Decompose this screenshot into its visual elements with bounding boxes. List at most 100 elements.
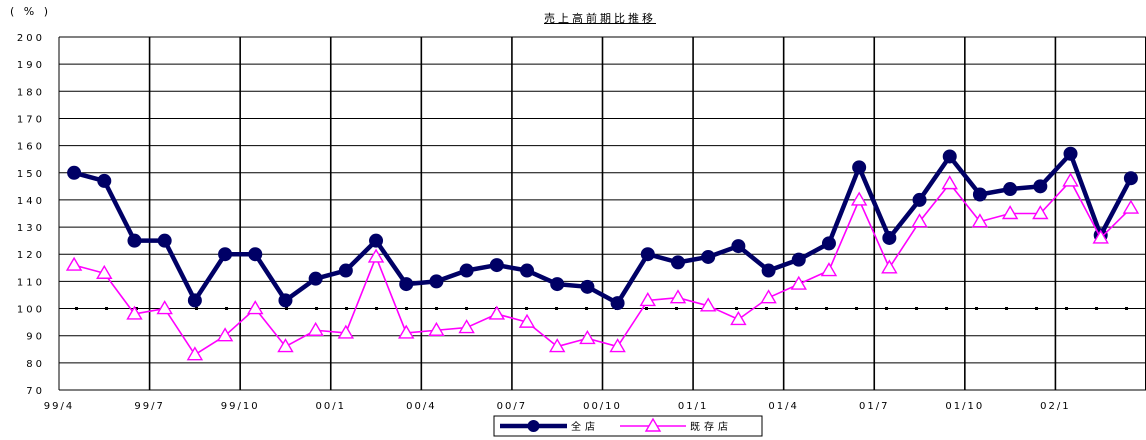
data-point (126, 305, 143, 320)
data-point (216, 327, 234, 342)
data-point (247, 300, 264, 315)
data-point (821, 236, 836, 251)
y-tick-label: 190 (17, 60, 45, 71)
data-point (761, 263, 776, 278)
x-tick-label: 02/1 (1040, 401, 1070, 412)
data-point (730, 311, 747, 326)
data-point (157, 233, 172, 248)
data-point (609, 338, 626, 353)
y-tick-label: 120 (17, 250, 45, 261)
y-tick-label: 150 (17, 169, 45, 180)
y-tick-label: 140 (17, 196, 45, 207)
data-point (428, 321, 445, 336)
data-point (489, 258, 504, 273)
data-point (97, 173, 112, 188)
data-point (669, 289, 687, 304)
data-point (277, 338, 294, 353)
data-point (1032, 205, 1049, 220)
x-tick-label: 99/4 (44, 401, 74, 412)
chart-title: 売上高前期比推移 (544, 12, 656, 25)
data-point (941, 175, 958, 190)
data-point (1063, 146, 1078, 161)
y-tick-label: 90 (26, 332, 45, 343)
data-point (308, 271, 323, 286)
data-point (429, 274, 444, 289)
legend-marker (527, 420, 540, 432)
data-point (1123, 171, 1138, 186)
data-point (156, 300, 173, 315)
x-tick-label: 01/1 (678, 401, 708, 412)
data-point (820, 262, 838, 277)
y-tick-label: 80 (26, 359, 45, 370)
data-point (218, 247, 233, 262)
y-tick-label: 200 (17, 33, 45, 44)
data-point (187, 293, 202, 308)
x-tick-label: 01/7 (859, 401, 889, 412)
data-point (1092, 229, 1109, 244)
x-tick-label: 99/7 (134, 401, 164, 412)
data-point (699, 297, 717, 312)
y-tick-label: 100 (17, 305, 45, 316)
data-point (518, 313, 536, 328)
data-point (459, 263, 474, 278)
data-point (971, 213, 989, 228)
data-point (911, 213, 928, 228)
data-point (337, 324, 355, 339)
data-point (67, 165, 82, 180)
data-point (580, 279, 595, 294)
y-tick-label: 160 (17, 142, 45, 153)
data-point (942, 149, 957, 164)
y-tick-label: 130 (17, 223, 45, 234)
data-point (760, 289, 777, 304)
data-point (458, 319, 475, 334)
data-point (307, 321, 324, 336)
x-tick-label: 00/4 (406, 401, 436, 412)
y-tick-label: 180 (17, 87, 45, 98)
data-point (640, 247, 655, 262)
data-point (1003, 182, 1018, 197)
legend-label-1: 全店 (571, 420, 599, 433)
x-tick-label: 00/7 (497, 401, 527, 412)
data-point (881, 259, 898, 274)
y-axis-unit: ( % ) (10, 5, 52, 18)
data-point (852, 160, 867, 175)
data-point (186, 346, 204, 361)
data-point (338, 263, 353, 278)
data-point (367, 248, 385, 263)
data-point (96, 264, 113, 279)
x-tick-label: 01/4 (768, 401, 798, 412)
data-point (248, 247, 263, 262)
data-point (548, 338, 566, 353)
y-tick-label: 110 (17, 277, 45, 288)
data-point (1033, 179, 1048, 194)
data-point (369, 233, 384, 248)
data-point (520, 263, 535, 278)
data-point (399, 277, 414, 292)
y-tick-label: 170 (17, 114, 45, 125)
data-point (127, 233, 142, 248)
x-tick-label: 01/10 (945, 401, 984, 412)
data-point (972, 187, 987, 202)
data-point (278, 293, 293, 308)
data-point (550, 277, 565, 292)
x-tick-label: 00/10 (583, 401, 622, 412)
y-tick-label: 70 (26, 386, 45, 397)
data-point (398, 324, 415, 339)
data-point (701, 249, 716, 264)
data-point (791, 252, 806, 267)
data-point (790, 275, 807, 290)
x-tick-label: 99/10 (221, 401, 260, 412)
x-tick-label: 00/1 (316, 401, 346, 412)
legend-marker (644, 417, 662, 432)
data-point (1062, 172, 1079, 187)
data-point (850, 191, 868, 206)
legend-label-2: 既存店 (690, 420, 732, 433)
data-point (639, 292, 657, 307)
data-point (1122, 199, 1140, 214)
data-point (1001, 205, 1019, 220)
data-point (610, 296, 625, 311)
data-point (579, 330, 596, 345)
data-point (731, 239, 746, 254)
